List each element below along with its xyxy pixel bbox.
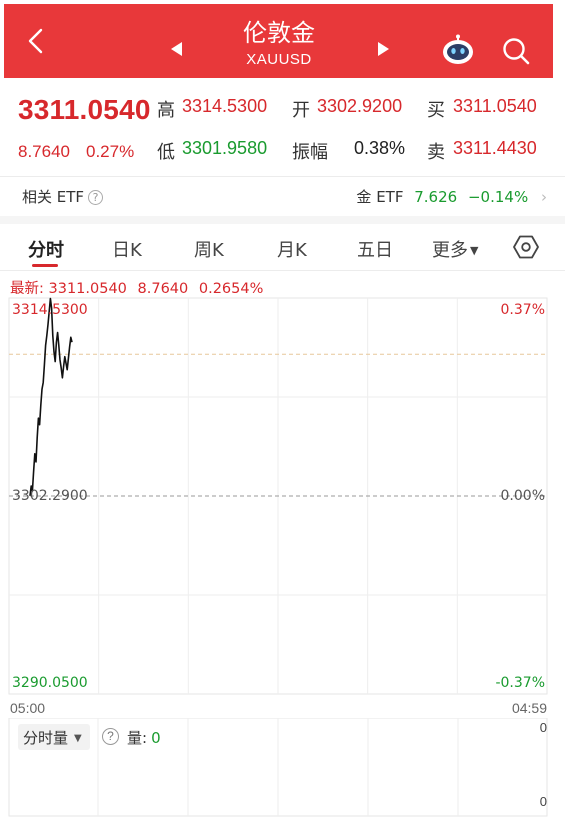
next-instrument-button[interactable] (374, 40, 392, 58)
volume-indicator-label: 分时量 (23, 729, 69, 747)
tab-intraday[interactable]: 分时 (28, 240, 64, 261)
high-label: 高 (157, 100, 175, 121)
instrument-title: 伦敦金 XAUUSD (204, 18, 354, 70)
chart-period-tabs: 分时 日K 周K 月K 五日 更多 ▼ (0, 226, 565, 268)
tab-monthly-k[interactable]: 月K (277, 240, 307, 261)
related-etf-row[interactable]: 相关 ETF? 金 ETF 7.626 −0.14% › (0, 178, 565, 214)
page-title: 伦敦金 (243, 19, 315, 47)
latest-price: 最新: 3311.0540 (10, 281, 127, 297)
etf-value: 7.626 (414, 188, 458, 206)
caret-down-icon: ▼ (470, 244, 479, 257)
low-value: 3301.9580 (182, 138, 268, 158)
help-icon[interactable]: ? (88, 190, 104, 205)
back-button[interactable] (22, 26, 52, 56)
divider (0, 176, 565, 177)
hexagon-settings-icon (513, 235, 539, 259)
related-etf-label-wrap: 相关 ETF? (22, 186, 104, 207)
amplitude-value: 0.38% (354, 138, 406, 158)
low-label: 低 (157, 142, 175, 163)
price-series-line (29, 297, 73, 496)
tab-daily-k[interactable]: 日K (112, 240, 142, 261)
page-subtitle: XAUUSD (246, 51, 312, 68)
y-axis-bottom-price: 3290.0500 (12, 675, 88, 691)
bid-label: 买 (427, 100, 445, 121)
x-axis-start-time: 05:00 (10, 700, 46, 716)
search-button[interactable] (501, 36, 531, 66)
tab-more[interactable]: 更多 ▼ (432, 236, 478, 262)
triangle-left-icon (171, 42, 182, 56)
help-icon[interactable]: ? (102, 728, 119, 745)
price-change-percent: 0.27% (86, 142, 135, 161)
latest-percent: 0.2654% (198, 281, 264, 297)
price-change: 8.7640 (18, 142, 70, 161)
volume-chart (8, 718, 548, 817)
triangle-right-icon (378, 42, 389, 56)
ask-label: 卖 (427, 142, 445, 163)
caret-down-icon: ▼ (74, 733, 82, 744)
robot-assistant-icon (443, 34, 473, 64)
tab-weekly-k[interactable]: 周K (194, 240, 224, 261)
chevron-left-icon (28, 28, 43, 54)
open-value: 3302.9200 (317, 96, 403, 116)
active-tab-indicator (32, 264, 58, 267)
intraday-chart[interactable] (0, 296, 565, 696)
high-value: 3314.5300 (182, 96, 268, 116)
ask-value: 3311.4430 (453, 138, 537, 158)
previous-instrument-button[interactable] (168, 40, 186, 58)
assistant-button[interactable] (440, 34, 476, 66)
volume-axis-bottom: 0 (539, 794, 547, 809)
y-axis-bottom-percent: -0.37% (495, 675, 545, 691)
y-axis-top-percent: 0.37% (500, 302, 545, 318)
tab-more-label: 更多 (432, 240, 468, 261)
tab-five-day[interactable]: 五日 (357, 240, 393, 261)
related-etf-label: 相关 ETF (22, 188, 85, 206)
y-axis-top-price: 3314.5300 (12, 302, 88, 318)
y-axis-mid-percent: 0.00% (500, 488, 545, 504)
volume-label: 量: (127, 729, 148, 747)
amplitude-label: 振幅 (292, 142, 328, 163)
open-label: 开 (292, 100, 310, 121)
volume-value: 0 (151, 729, 161, 747)
etf-change: −0.14% (467, 188, 529, 206)
latest-quote-line: 最新: 3311.0540 8.7640 0.2654% (10, 277, 269, 298)
x-axis-end-time: 04:59 (511, 700, 547, 716)
chart-settings-button[interactable] (513, 234, 539, 260)
volume-axis-top: 0 (539, 720, 547, 735)
last-price: 3311.0540 (18, 94, 151, 125)
bid-value: 3311.0540 (453, 96, 537, 116)
latest-change: 8.7640 (137, 281, 189, 297)
quote-panel: 3311.0540 8.7640 0.27% 高 3314.5300 开 330… (0, 90, 565, 170)
divider (0, 270, 565, 271)
volume-readout: 量: 0 (127, 727, 161, 748)
chevron-right-icon: › (541, 188, 547, 206)
etf-quote[interactable]: 金 ETF 7.626 −0.14% › (356, 186, 547, 207)
etf-name: 金 ETF (356, 188, 404, 206)
volume-indicator-select[interactable]: 分时量 ▼ (18, 724, 90, 750)
header-bar: 伦敦金 XAUUSD (4, 4, 553, 78)
search-icon (503, 38, 530, 65)
y-axis-mid-price: 3302.2900 (12, 488, 88, 504)
section-gap (0, 216, 565, 224)
